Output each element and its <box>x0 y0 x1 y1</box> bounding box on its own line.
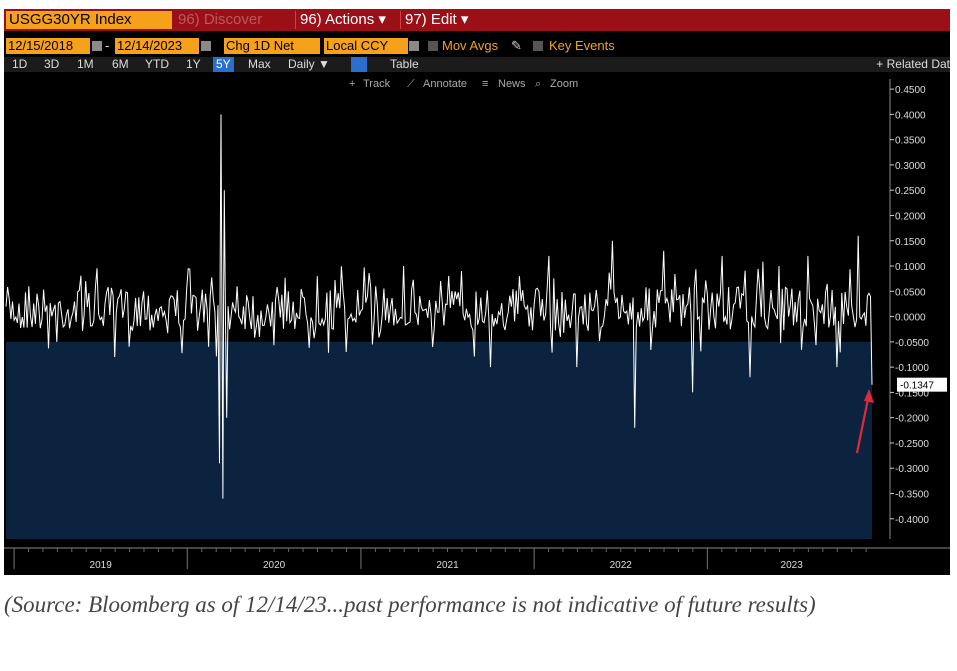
calendar-icon[interactable] <box>92 41 102 51</box>
last-value-box <box>897 377 947 392</box>
news-icon[interactable]: ≡ <box>482 78 489 90</box>
y-tick-label: 0.4500 <box>895 85 926 96</box>
period-1m[interactable]: 1M <box>77 57 94 71</box>
period-6m[interactable]: 6M <box>112 57 129 71</box>
y-tick-label: 0.0500 <box>895 287 926 298</box>
dropdown-icon[interactable] <box>409 41 419 51</box>
y-tick-label: -0.3000 <box>895 464 929 475</box>
y-tick-label: 0.1000 <box>895 262 926 273</box>
area-fill <box>6 341 872 539</box>
key-events-checkbox[interactable] <box>533 41 543 51</box>
settings-row: 12/15/2018 - 12/14/2023 Chg 1D Net Local… <box>4 38 950 55</box>
y-tick-label: 0.0000 <box>895 313 926 324</box>
table-button[interactable]: Table <box>390 57 419 71</box>
y-tick-label: 0.1500 <box>895 237 926 248</box>
y-tick-label: -0.1000 <box>895 363 929 374</box>
period-ytd[interactable]: YTD <box>145 57 169 71</box>
news-tool[interactable]: News <box>498 78 526 90</box>
y-tick-label: -0.2500 <box>895 439 929 450</box>
period-1y[interactable]: 1Y <box>186 57 201 71</box>
key-events-label[interactable]: Key Events <box>549 38 615 53</box>
pencil-icon[interactable]: ✎ <box>511 38 522 53</box>
source-caption: (Source: Bloomberg as of 12/14/23...past… <box>4 592 816 617</box>
x-tick-label: 2020 <box>263 560 286 571</box>
y-tick-label: 0.2500 <box>895 186 926 197</box>
start-date-field[interactable]: 12/15/2018 <box>6 38 90 54</box>
period-max[interactable]: Max <box>248 57 271 71</box>
mov-avgs-checkbox[interactable] <box>428 41 438 51</box>
annotate-tool[interactable]: Annotate <box>423 78 468 90</box>
edit-menu[interactable]: 97) Edit ▾ <box>400 11 480 29</box>
x-tick-label: 2022 <box>610 560 633 571</box>
arrow-icon <box>864 389 874 403</box>
period-toolbar: 1D 3D 1M 6M YTD 1Y 5Y Max Daily ▼ Table … <box>4 57 950 72</box>
calendar-icon[interactable] <box>201 41 211 51</box>
period-5y[interactable]: 5Y <box>213 57 234 72</box>
x-tick-label: 2023 <box>781 560 804 571</box>
zoom-tool[interactable]: Zoom <box>550 78 579 90</box>
series-line <box>5 114 873 499</box>
zoom-icon[interactable]: ⌕ <box>535 78 542 90</box>
y-tick-label: 0.4000 <box>895 110 926 121</box>
line-chart-icon[interactable] <box>351 57 367 72</box>
price-chart[interactable]: 0.4500 0.4000 0.3500 0.3000 0.2500 0.2000 0.15… <box>4 9 950 575</box>
ticker-field[interactable]: USGG30YR Index <box>6 11 172 29</box>
currency-selector[interactable]: Local CCY <box>324 38 408 54</box>
y-tick-label: 0.3500 <box>895 136 926 147</box>
end-date-field[interactable]: 12/14/2023 <box>115 38 199 54</box>
title-bar: USGG30YR Index 96) Discover 96) Actions … <box>4 9 950 31</box>
track-icon[interactable]: + <box>349 78 356 90</box>
y-tick-label: -0.2000 <box>895 414 929 425</box>
actions-menu[interactable]: 96) Actions ▾ <box>295 11 398 29</box>
y-tick-label: -0.3500 <box>895 490 929 501</box>
period-1d[interactable]: 1D <box>12 57 28 71</box>
y-tick-label: -0.4000 <box>895 515 929 526</box>
last-value-label: -0.1347 <box>900 381 934 392</box>
frequency-selector[interactable]: Daily ▼ <box>288 57 330 71</box>
discover-menu[interactable]: 96) Discover <box>178 11 263 28</box>
y-tick-label: 0.3000 <box>895 161 926 172</box>
period-3d[interactable]: 3D <box>44 57 60 71</box>
annotate-icon[interactable]: ⟋ <box>407 78 415 90</box>
field-selector[interactable]: Chg 1D Net <box>224 38 320 54</box>
bloomberg-terminal: USGG30YR Index 96) Discover 96) Actions … <box>4 9 950 575</box>
y-tick-label: -0.0500 <box>895 338 929 349</box>
date-separator: - <box>105 38 110 53</box>
related-data-button[interactable]: + Related Dat <box>872 57 950 72</box>
y-tick-label: 0.2000 <box>895 211 926 222</box>
mov-avgs-label[interactable]: Mov Avgs <box>442 38 499 53</box>
x-tick-label: 2021 <box>436 560 459 571</box>
arrow-icon <box>855 393 871 454</box>
x-tick-label: 2019 <box>90 560 113 571</box>
track-tool[interactable]: Track <box>363 78 391 90</box>
y-tick-label: -0.1500 <box>895 388 929 399</box>
